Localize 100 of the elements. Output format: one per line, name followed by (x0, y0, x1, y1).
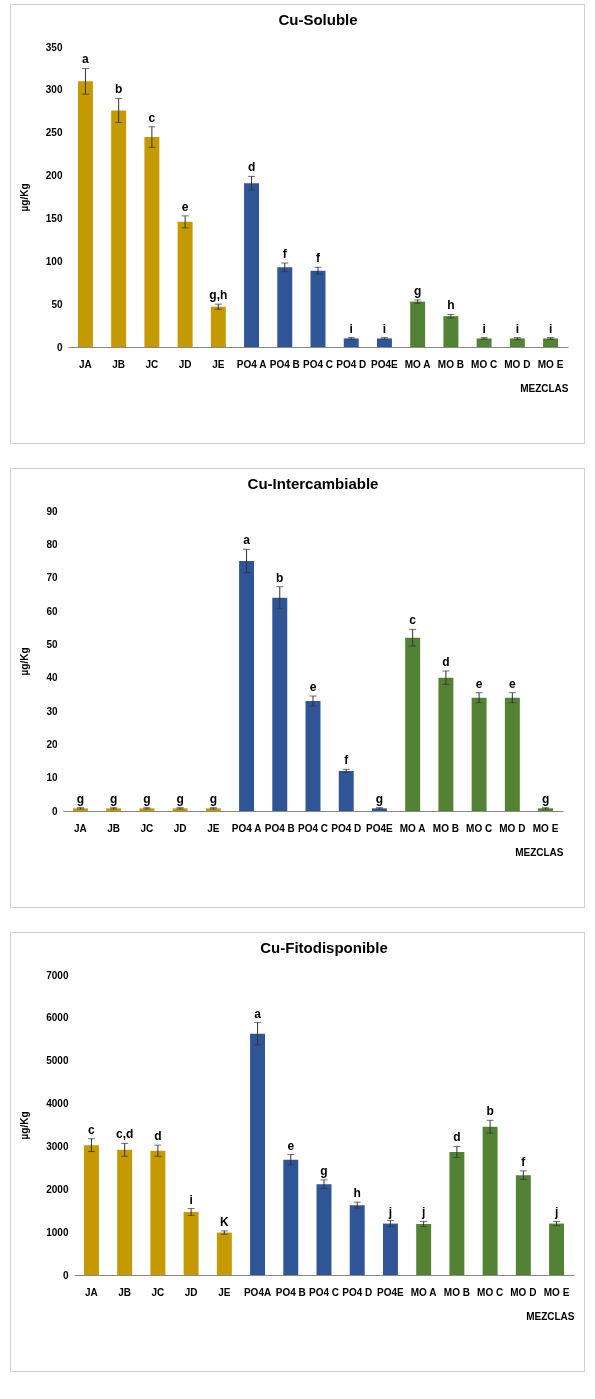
x-tick-label: PO4 B (269, 358, 300, 370)
chart-title: Cu-Fitodisponible (260, 939, 388, 956)
x-tick-label: MO C (477, 1286, 504, 1298)
x-tick-label: JB (118, 1286, 132, 1298)
bar (144, 137, 160, 347)
data-label: g (541, 791, 550, 806)
y-tick-label: 30 (46, 705, 58, 717)
data-label: g (320, 1163, 328, 1178)
x-tick-label: MO C (466, 822, 493, 834)
bar (305, 701, 321, 811)
chart-title: Cu-Intercambiable (247, 475, 379, 492)
data-label: f (316, 251, 321, 266)
data-label: j (553, 1205, 559, 1220)
bar (476, 338, 492, 347)
data-label: g (143, 791, 151, 806)
bar (509, 338, 525, 347)
y-tick-label: 0 (62, 1269, 69, 1281)
x-tick-label: JC (151, 1286, 165, 1298)
data-label: f (344, 753, 350, 768)
y-tick-label: 70 (46, 572, 58, 584)
bar (543, 338, 559, 347)
x-tick-label: MO B (432, 822, 459, 834)
y-tick-label: 150 (45, 212, 63, 224)
x-tick-label: PO4 C (297, 822, 329, 834)
data-label: e (181, 199, 189, 214)
x-tick-label: MO E (532, 822, 559, 834)
y-tick-label: 100 (45, 255, 63, 267)
y-tick-label: 200 (45, 170, 63, 182)
data-label: c (148, 110, 156, 125)
bar (515, 1175, 531, 1275)
y-tick-label: 90 (46, 505, 58, 517)
x-tick-label: PO4 D (331, 822, 362, 834)
data-label: j (387, 1204, 393, 1219)
x-tick-label: JD (178, 358, 192, 370)
y-tick-label: 50 (46, 638, 58, 650)
x-tick-label: PO4 C (308, 1286, 340, 1298)
data-label: i (382, 321, 387, 336)
x-tick-label: JD (173, 822, 187, 834)
y-tick-label: 0 (51, 805, 58, 817)
y-tick-label: 80 (46, 538, 58, 550)
x-tick-label: MO D (504, 358, 531, 370)
bar (449, 1152, 465, 1275)
y-tick-label: 4000 (46, 1098, 69, 1110)
x-tick-label: MO A (404, 358, 431, 370)
data-label: i (515, 321, 520, 336)
bar (376, 338, 392, 347)
bar (343, 338, 359, 347)
bar (283, 1159, 299, 1275)
x-tick-label: MO A (399, 822, 426, 834)
data-label: e (287, 1138, 295, 1153)
data-label: i (189, 1192, 193, 1207)
chart-title: Cu-Soluble (278, 11, 358, 28)
x-tick-label: JA (74, 822, 87, 834)
bar (316, 1184, 332, 1275)
data-label: g (414, 283, 422, 298)
data-label: K (220, 1214, 229, 1229)
x-tick-label: JA (79, 358, 92, 370)
bar (482, 1126, 498, 1275)
y-axis-title: µg/Kg (18, 183, 30, 212)
data-label: c (409, 613, 417, 628)
y-axis-title: µg/Kg (19, 1111, 31, 1140)
x-tick-label: PO4 B (264, 822, 295, 834)
x-axis-title: MEZCLAS (520, 382, 569, 394)
y-tick-label: 300 (45, 84, 63, 96)
y-axis-title: µg/Kg (19, 647, 31, 676)
x-tick-label: PO4 C (302, 358, 334, 370)
x-tick-label: JE (207, 822, 220, 834)
x-tick-label: JE (212, 358, 225, 370)
x-tick-label: MO E (537, 358, 564, 370)
data-label: i (349, 321, 353, 336)
bar (438, 677, 454, 811)
y-tick-label: 350 (45, 41, 63, 53)
bar (250, 1033, 266, 1275)
y-tick-label: 1000 (46, 1226, 69, 1238)
data-label: g (76, 791, 85, 806)
bar (504, 697, 520, 811)
bar (410, 301, 426, 347)
data-label: i (482, 321, 486, 336)
y-tick-label: 6000 (46, 1012, 69, 1024)
data-label: h (447, 298, 455, 313)
data-label: e (309, 680, 317, 694)
y-tick-label: 7000 (46, 969, 69, 981)
x-axis-title: MEZCLAS (515, 846, 564, 858)
bar (111, 110, 127, 347)
y-tick-label: 2000 (46, 1183, 69, 1195)
x-tick-label: MO D (510, 1286, 537, 1298)
bar (239, 561, 255, 811)
bar (177, 221, 193, 347)
data-label: f (282, 247, 288, 261)
data-label: d (442, 655, 450, 669)
x-tick-label: PO4 D (342, 1286, 373, 1298)
x-tick-label: PO4A (243, 1286, 272, 1298)
bar (216, 1232, 232, 1275)
y-tick-label: 60 (46, 605, 58, 617)
x-tick-label: PO4 D (336, 358, 367, 370)
x-tick-label: MO B (437, 358, 464, 370)
y-tick-label: 3000 (46, 1140, 69, 1152)
x-tick-label: JA (85, 1286, 98, 1298)
x-tick-label: JC (140, 822, 154, 834)
x-tick-label: JB (107, 822, 121, 834)
